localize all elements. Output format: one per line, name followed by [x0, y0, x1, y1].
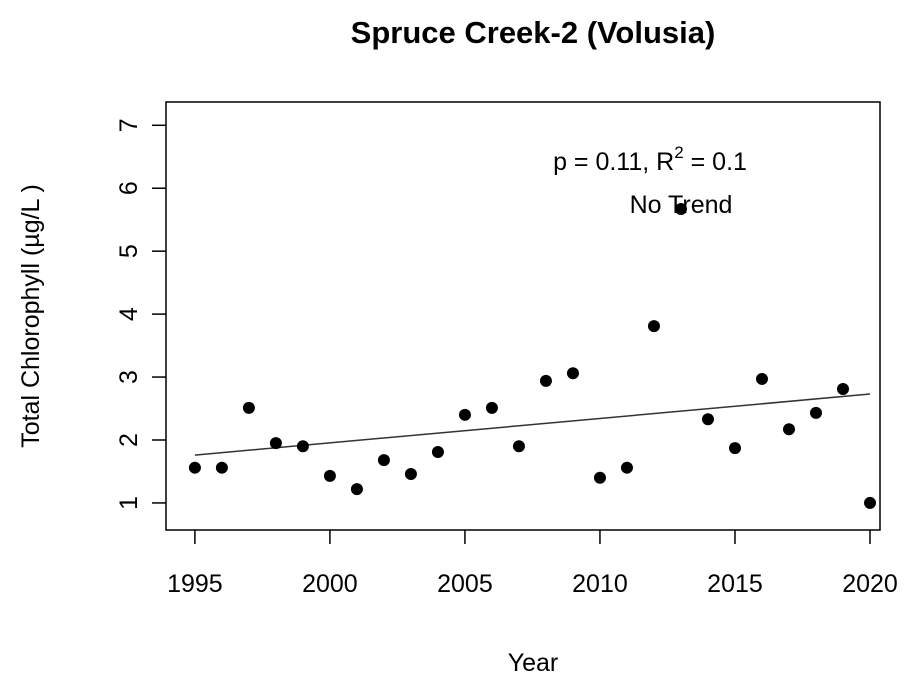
stats-text: p = 0.11, R: [553, 148, 674, 176]
y-tick-label: 6: [115, 181, 143, 195]
data-point: [864, 496, 877, 509]
stats-superscript: 2: [674, 143, 683, 162]
y-tick-label: 2: [115, 433, 143, 447]
data-point: [593, 471, 606, 484]
stats-annotation: p = 0.11, R2 = 0.1: [553, 143, 747, 176]
x-tick-label: 1995: [167, 570, 223, 598]
data-point: [647, 320, 660, 333]
data-point: [782, 423, 795, 436]
data-point: [837, 383, 850, 396]
x-tick-label: 2020: [842, 570, 898, 598]
data-point: [188, 461, 201, 474]
data-point: [485, 401, 498, 414]
data-point: [269, 437, 282, 450]
data-point: [458, 408, 471, 421]
x-tick-label: 2010: [572, 570, 628, 598]
data-point: [512, 440, 525, 453]
data-point: [377, 454, 390, 467]
x-tick-label: 2005: [437, 570, 493, 598]
data-point: [809, 406, 822, 419]
data-point: [431, 445, 444, 458]
data-point: [242, 401, 255, 414]
data-point: [755, 372, 768, 385]
data-point: [674, 203, 687, 215]
data-point: [296, 440, 309, 453]
y-axis-label: Total Chlorophyll (µg/L ): [17, 184, 45, 448]
x-tick-label: 2000: [302, 570, 358, 598]
stats-text: = 0.1: [684, 148, 747, 176]
y-tick-label: 5: [115, 244, 143, 258]
data-point: [350, 483, 363, 496]
data-point: [566, 367, 579, 380]
data-point: [728, 442, 741, 455]
plot-frame: [165, 101, 881, 531]
x-axis-label: Year: [508, 649, 559, 677]
chart-title: Spruce Creek-2 (Volusia): [351, 15, 716, 50]
y-tick-label: 1: [115, 496, 143, 510]
y-tick-label: 3: [115, 370, 143, 384]
data-point: [701, 413, 714, 426]
data-point: [323, 469, 336, 482]
data-point: [215, 461, 228, 474]
data-point: [539, 374, 552, 387]
trend-line: [194, 393, 871, 456]
x-tick-label: 2015: [707, 570, 763, 598]
y-tick-label: 4: [115, 307, 143, 321]
data-point: [404, 467, 417, 480]
data-point: [620, 461, 633, 474]
y-tick-label: 7: [115, 118, 143, 132]
